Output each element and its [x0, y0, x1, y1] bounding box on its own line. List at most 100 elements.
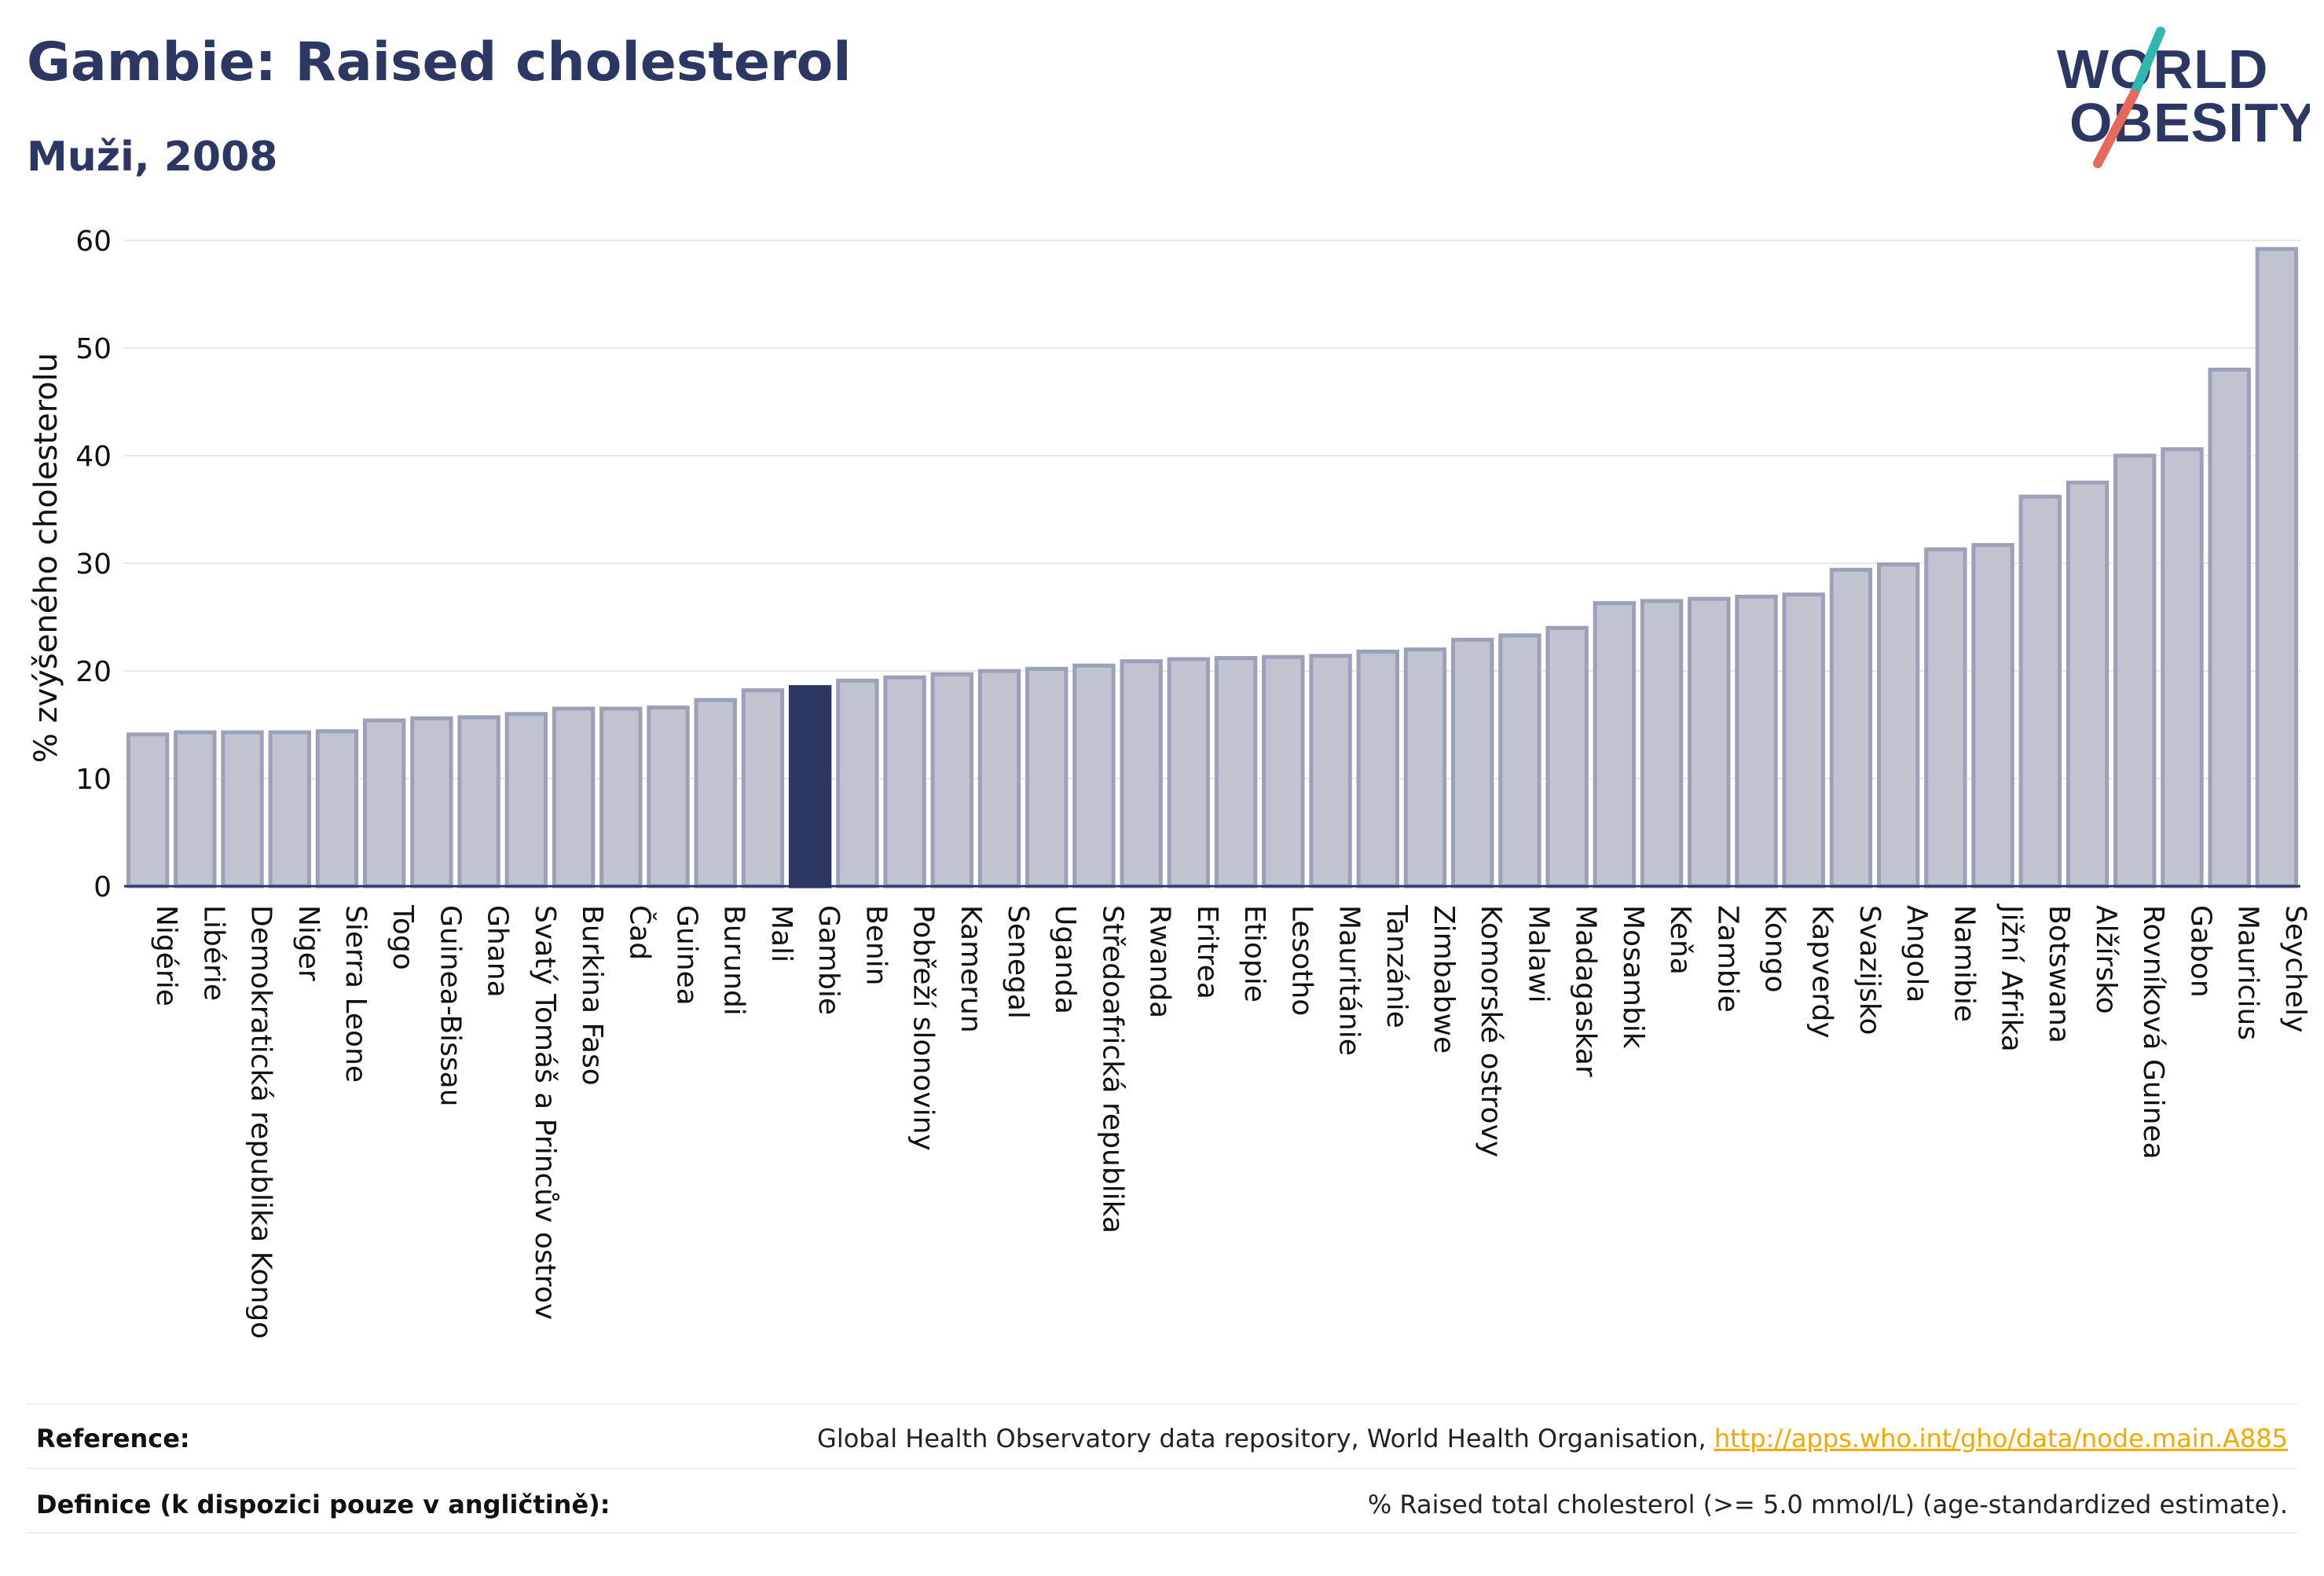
x-tick-label: Pobřeží slonoviny — [907, 905, 940, 1151]
bar — [2255, 247, 2299, 889]
bar — [1356, 649, 1399, 889]
bar — [1309, 654, 1352, 889]
chart-subtitle: Muži, 2008 — [27, 134, 278, 181]
y-tick-label: 0 — [93, 871, 112, 903]
x-tick-label: Lesotho — [1285, 905, 1318, 1016]
bar — [2161, 447, 2204, 889]
logo-red-slash — [2093, 90, 2139, 168]
world-obesity-logo: WORLD OBESITY — [2057, 27, 2310, 168]
bar — [1025, 666, 1069, 889]
footer-divider-bottom — [27, 1532, 2297, 1534]
x-tick-label: Benin — [860, 905, 892, 985]
x-tick-label: Burkina Faso — [576, 905, 608, 1086]
x-tick-label: Svazijsko — [1853, 905, 1886, 1035]
bar — [126, 732, 170, 889]
x-tick-label: Keňa — [1664, 905, 1696, 975]
bar — [1924, 547, 1967, 889]
definition-label: Definice (k dispozici pouze v angličtině… — [36, 1490, 610, 1519]
bar — [1782, 592, 1825, 889]
reference-value: Global Health Observatory data repositor… — [817, 1424, 2288, 1453]
x-tick-label: Seychely — [2279, 905, 2311, 1032]
bar — [315, 729, 359, 889]
reference-text: Global Health Observatory data repositor… — [817, 1424, 1714, 1453]
y-tick-label: 40 — [75, 441, 112, 473]
bar — [930, 672, 973, 889]
bar — [1593, 601, 1637, 889]
x-tick-label: Botswana — [2043, 905, 2075, 1043]
bar — [457, 715, 500, 889]
reference-link[interactable]: http://apps.who.int/gho/data/node.main.A… — [1714, 1424, 2288, 1453]
y-tick-label: 20 — [75, 656, 112, 688]
x-tick-label: Tanzánie — [1380, 904, 1413, 1028]
logo-teal-slash — [2129, 27, 2165, 99]
footer-divider-middle — [27, 1468, 2297, 1469]
bar — [694, 698, 737, 889]
bar — [1735, 594, 1778, 889]
x-tick-label: Angola — [1901, 905, 1933, 1002]
x-tick-label: Malawi — [1522, 905, 1554, 1003]
bar — [836, 678, 879, 889]
x-tick-label: Mauritánie — [1333, 905, 1365, 1056]
bar — [599, 706, 643, 889]
bar — [2018, 494, 2062, 889]
x-tick-label: Jižní Afrika — [1996, 903, 2028, 1052]
bar — [1214, 656, 1258, 889]
y-tick-label: 60 — [75, 225, 112, 258]
x-tick-label: Sierra Leone — [339, 905, 372, 1083]
x-tick-label: Mosambik — [1617, 905, 1649, 1049]
x-tick-label: Togo — [387, 904, 419, 970]
bar — [1403, 647, 1447, 889]
bar — [2208, 367, 2251, 889]
x-tick-label: Burundi — [718, 905, 750, 1016]
bar — [2066, 480, 2110, 889]
x-tick-label: Kongo — [1759, 905, 1791, 993]
bar — [1829, 567, 1873, 889]
bar — [174, 730, 217, 889]
bar — [1451, 637, 1494, 889]
bars — [126, 247, 2299, 889]
bar — [552, 706, 596, 889]
x-tick-label: Zimbabwe — [1428, 905, 1460, 1054]
bar — [647, 706, 690, 889]
x-tick-label: Gabon — [2184, 905, 2216, 998]
x-tick-label: Niger — [292, 905, 324, 981]
x-tick-label: Senegal — [1002, 905, 1034, 1019]
x-tick-label: Svatý Tomáš a Princův ostrov — [529, 905, 561, 1320]
bar — [1262, 654, 1305, 889]
x-tick-label: Ghana — [482, 905, 514, 998]
bar — [1688, 596, 1731, 889]
x-tick-label: Eritrea — [1191, 905, 1223, 999]
x-tick-label: Gambie — [812, 905, 845, 1015]
bar — [1876, 562, 1920, 889]
bar-chart: 0 10 20 30 40 50 60 Nigérie Libérie Demokratická … — [28, 225, 2311, 1339]
bar — [1498, 633, 1541, 889]
bar — [268, 730, 311, 889]
bar — [2113, 453, 2157, 889]
x-tick-label: Namibie — [1948, 905, 1980, 1022]
x-tick-label: Guinea — [671, 905, 703, 1006]
bar — [1072, 663, 1116, 889]
x-tick-label: Zambie — [1711, 905, 1743, 1013]
footer-divider-top — [27, 1403, 2297, 1405]
bar — [1545, 625, 1589, 889]
x-tick-label: Uganda — [1049, 905, 1081, 1014]
bar — [883, 675, 926, 889]
axes: 0 10 20 30 40 50 60 Nigérie Libérie Demokratická … — [75, 225, 2311, 1339]
logo-text-world: WORLD — [2057, 38, 2268, 100]
y-tick-label: 50 — [75, 333, 112, 365]
y-tick-label: 10 — [75, 764, 112, 796]
bar — [1971, 543, 2014, 889]
x-tick-label: Kapverdy — [1806, 905, 1838, 1039]
reference-label: Reference: — [36, 1424, 190, 1453]
bar-highlighted — [788, 685, 832, 889]
x-tick-label: Guinea-Bissau — [434, 905, 466, 1107]
bar — [1640, 599, 1684, 889]
x-tick-label: Rovníková Guinea — [2137, 905, 2169, 1160]
x-tick-label: Alžírsko — [2090, 905, 2122, 1014]
x-tick-label: Mali — [765, 905, 797, 962]
x-tick-label: Komorské ostrovy — [1475, 905, 1507, 1157]
y-tick-label: 30 — [75, 548, 112, 581]
x-tick-label: Rwanda — [1144, 905, 1176, 1018]
x-tick-label: Kamerun — [955, 905, 987, 1033]
bar — [504, 712, 548, 889]
